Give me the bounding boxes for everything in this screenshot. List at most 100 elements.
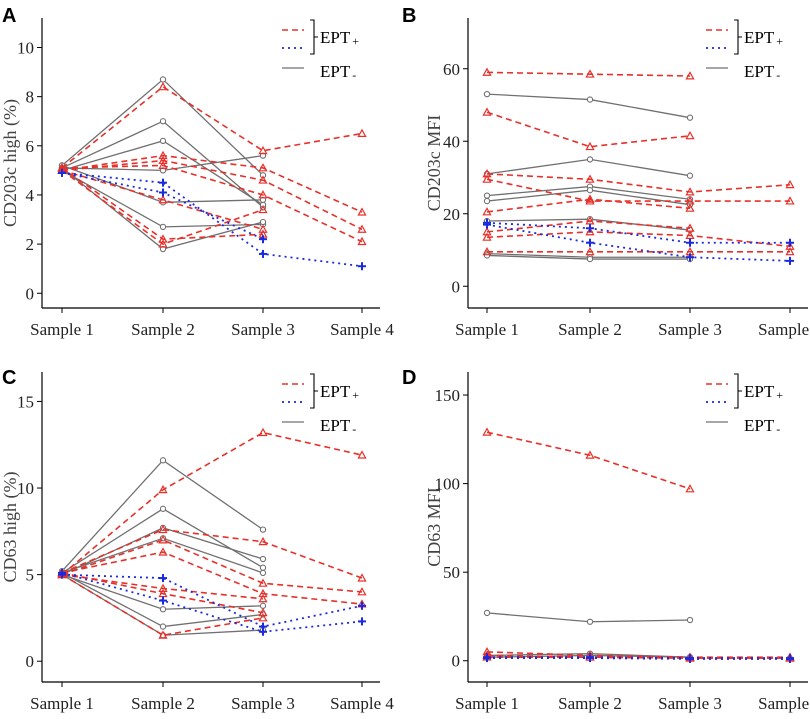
x-tick-label: Sample 3 xyxy=(658,694,722,713)
data-point xyxy=(686,238,694,247)
data-point xyxy=(159,178,167,187)
data-point xyxy=(58,168,66,177)
data-point xyxy=(259,172,267,179)
data-point xyxy=(585,174,595,183)
data-point xyxy=(259,249,267,258)
data-point xyxy=(685,71,695,80)
data-point xyxy=(357,587,367,596)
series-line xyxy=(486,221,790,244)
data-point xyxy=(785,196,795,205)
data-point xyxy=(258,224,268,233)
y-tick-label: 100 xyxy=(435,475,461,494)
y-axis-title: CD203c high (%) xyxy=(0,99,21,227)
y-tick-label: 5 xyxy=(26,566,35,585)
data-point xyxy=(785,246,795,256)
series-blue xyxy=(58,168,267,244)
data-point xyxy=(158,535,168,544)
data-point xyxy=(482,174,492,183)
data-point xyxy=(357,573,367,582)
data-point xyxy=(685,130,695,140)
data-point xyxy=(258,145,268,155)
x-tick-label: Sample 4 xyxy=(758,320,810,339)
data-point xyxy=(585,227,595,236)
legend-bracket xyxy=(734,19,742,55)
data-point xyxy=(159,118,167,125)
series-blue xyxy=(58,168,366,271)
data-point xyxy=(483,90,491,98)
series-line xyxy=(61,573,363,628)
data-point xyxy=(259,526,267,533)
data-point xyxy=(357,224,367,233)
data-point xyxy=(159,76,167,83)
data-point xyxy=(483,197,491,205)
data-point xyxy=(483,609,491,617)
panel-c: C 0 5 10 15 Sample 1 Sample 2 Sample 3 Sample 4 C… xyxy=(0,367,394,713)
data-point xyxy=(159,457,167,464)
y-tick-label: 20 xyxy=(443,205,460,224)
data-point xyxy=(358,601,366,610)
data-point xyxy=(785,179,795,189)
series-line xyxy=(61,169,264,245)
data-point xyxy=(158,81,168,91)
y-tick-label: 10 xyxy=(17,38,34,57)
x-tick-label: Sample 1 xyxy=(30,320,94,339)
data-point xyxy=(158,195,168,204)
data-point xyxy=(482,246,492,256)
series-line xyxy=(486,220,691,233)
data-point xyxy=(585,141,595,151)
data-point xyxy=(259,602,267,609)
data-point xyxy=(586,187,594,194)
data-point xyxy=(159,606,167,613)
legend-label-positive: EPT + xyxy=(744,28,783,48)
series-red xyxy=(482,107,695,151)
series-line xyxy=(61,171,363,268)
data-point xyxy=(786,654,794,663)
legend-label-negative: EPT - xyxy=(320,62,356,82)
series-blue xyxy=(483,220,794,265)
y-tick-label: 2 xyxy=(26,235,35,254)
data-point xyxy=(585,196,595,205)
data-point xyxy=(258,594,268,603)
data-point xyxy=(258,607,268,617)
y-tick-label: 4 xyxy=(26,186,35,205)
panel-a: A 0 2 4 6 8 10 Sample 1 Sample 2 Sample 3 Sample 4… xyxy=(0,5,394,339)
x-tick-label: Sample 2 xyxy=(131,694,195,713)
series-line xyxy=(486,173,791,193)
series-red xyxy=(482,174,795,205)
data-point xyxy=(158,155,168,165)
series-gray xyxy=(58,457,267,575)
data-point xyxy=(482,67,492,76)
data-point xyxy=(259,569,267,577)
data-point xyxy=(158,630,168,639)
data-point xyxy=(159,574,167,583)
data-point xyxy=(159,223,167,231)
data-point xyxy=(483,654,491,663)
data-point xyxy=(586,654,594,663)
series-line xyxy=(61,527,264,576)
y-axis-title: CD63 high (%) xyxy=(0,472,21,583)
x-tick-label: Sample 1 xyxy=(455,320,519,339)
legend-bracket xyxy=(310,373,318,409)
legend-bracket xyxy=(734,373,742,409)
data-point xyxy=(58,568,66,577)
series-line xyxy=(486,231,791,248)
data-point xyxy=(258,427,268,437)
data-point xyxy=(258,204,268,214)
data-point xyxy=(586,238,594,247)
series-red xyxy=(57,165,268,233)
legend: EPT + EPT - xyxy=(706,19,783,82)
y-tick-label: 50 xyxy=(443,563,460,582)
data-point xyxy=(158,150,168,160)
series-line xyxy=(61,167,264,240)
legend-label-negative: EPT - xyxy=(744,416,780,436)
legend: EPT + EPT - xyxy=(282,19,359,82)
x-tick-label: Sample 1 xyxy=(30,694,94,713)
data-point xyxy=(158,583,168,592)
data-point xyxy=(159,596,167,605)
series-line xyxy=(61,551,363,605)
series-red xyxy=(482,169,795,196)
series-gray xyxy=(483,609,694,625)
x-tick-label: Sample 3 xyxy=(231,694,295,713)
data-point xyxy=(482,232,492,241)
data-point xyxy=(483,192,491,199)
